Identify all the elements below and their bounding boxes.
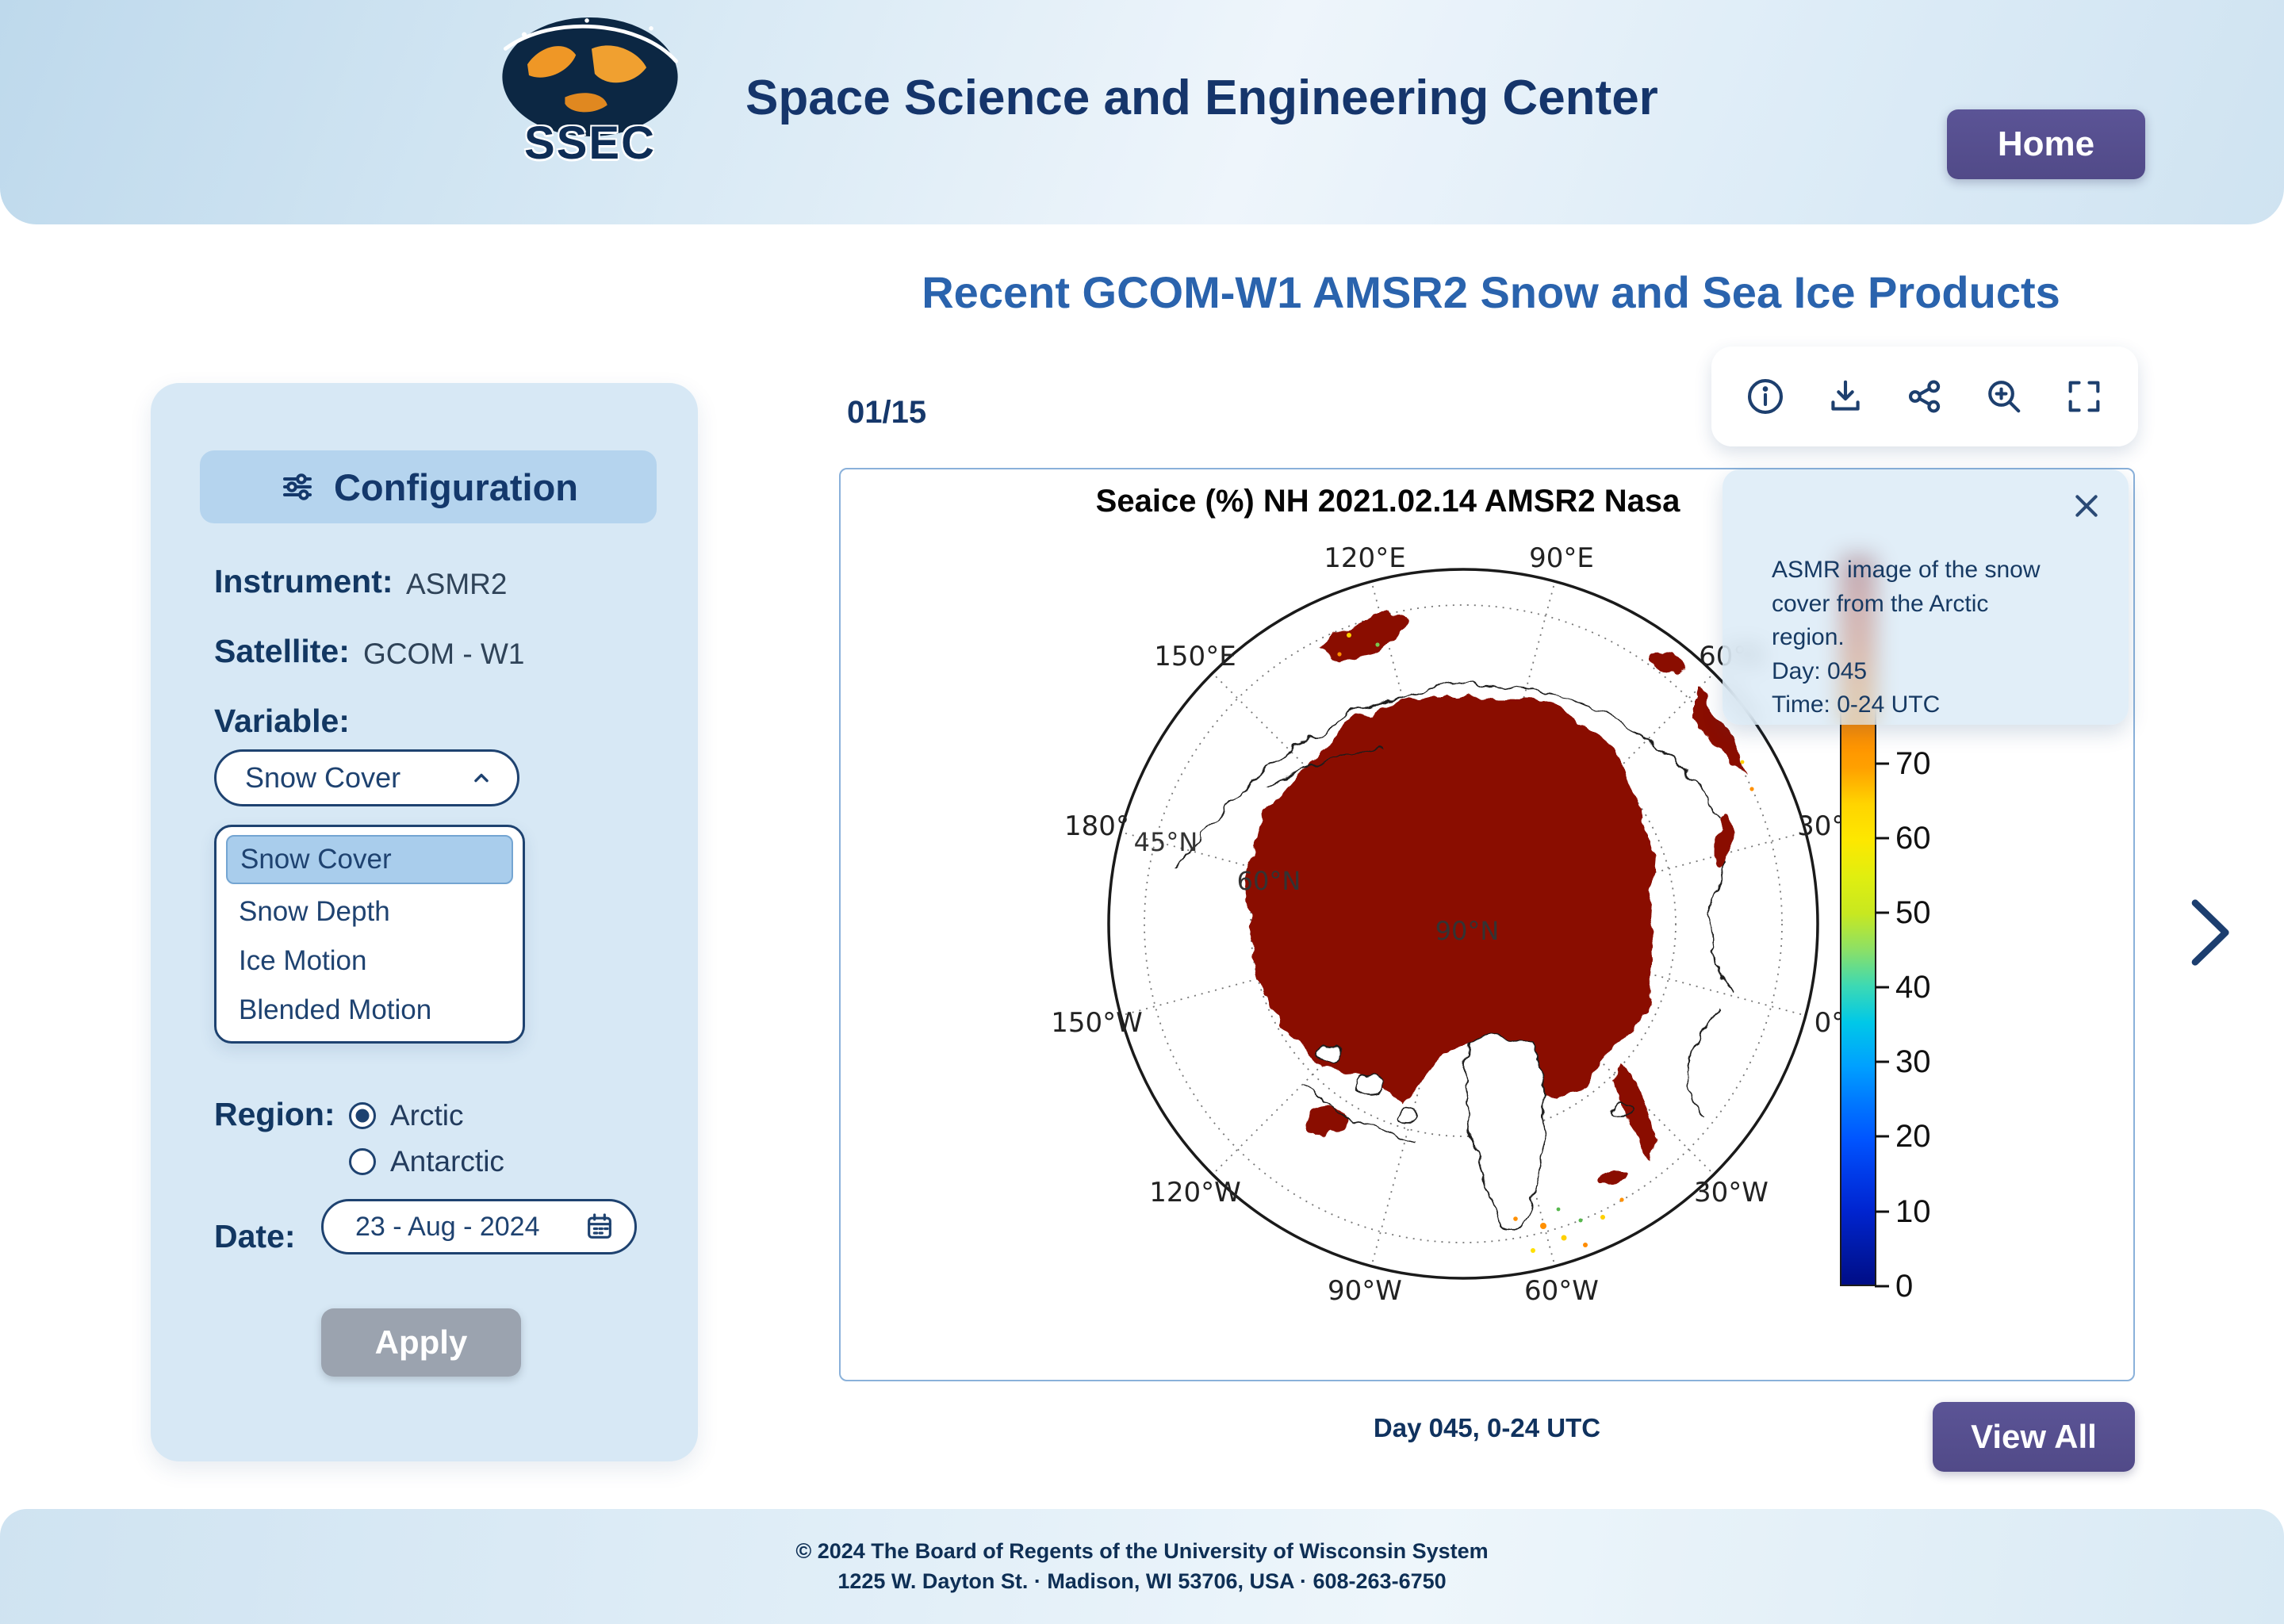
fullscreen-button[interactable]: [2059, 371, 2110, 422]
svg-text:30°W: 30°W: [1694, 1177, 1769, 1208]
svg-text:120°E: 120°E: [1324, 542, 1405, 574]
colorbar-tick: 30: [1895, 1041, 1967, 1082]
chevron-up-icon: [474, 773, 489, 783]
sliders-icon: [282, 473, 312, 500]
region-label: Region:: [214, 1096, 335, 1132]
date-input[interactable]: 23 - Aug - 2024: [321, 1199, 637, 1254]
download-button[interactable]: [1820, 371, 1871, 422]
calendar-icon[interactable]: [584, 1211, 615, 1243]
svg-text:150°E: 150°E: [1154, 641, 1236, 672]
header: SSEC Space Science and Engineering Cente…: [0, 0, 2284, 224]
variable-option-snow-cover[interactable]: Snow Cover: [226, 835, 513, 884]
apply-button[interactable]: Apply: [321, 1308, 521, 1377]
svg-text:120°W: 120°W: [1149, 1177, 1241, 1208]
svg-text:90°E: 90°E: [1529, 542, 1594, 574]
satellite-label: Satellite:: [214, 633, 350, 669]
next-image-button[interactable]: [2175, 894, 2243, 971]
logo-text: SSEC: [524, 117, 656, 169]
radio-antarctic-label[interactable]: Antarctic: [390, 1145, 504, 1178]
variable-selected-value: Snow Cover: [245, 761, 401, 794]
date-label: Date:: [214, 1218, 296, 1254]
sea-ice-map: 120°E 90°E 60°E 30°E 0° 30°W 60°W 90°W 1…: [1051, 542, 1862, 1307]
satellite-value: GCOM - W1: [363, 638, 525, 670]
colorbar-tick: 60: [1895, 818, 1967, 859]
colorbar-tick: 50: [1895, 892, 1967, 933]
variable-select[interactable]: Snow Cover: [214, 749, 519, 806]
colorbar-tick: 70: [1895, 743, 1967, 784]
fullscreen-icon: [2068, 381, 2100, 412]
svg-text:60°N: 60°N: [1237, 866, 1301, 896]
image-caption: Day 045, 0-24 UTC: [1373, 1413, 1601, 1442]
page-title: Recent GCOM-W1 AMSR2 Snow and Sea Ice Pr…: [922, 267, 2060, 317]
svg-text:90°N: 90°N: [1435, 916, 1500, 946]
home-button[interactable]: Home: [1947, 109, 2145, 179]
svg-text:45°N: 45°N: [1134, 827, 1198, 857]
svg-text:90°W: 90°W: [1328, 1275, 1402, 1307]
svg-text:150°W: 150°W: [1051, 1007, 1143, 1039]
colorbar-tick: 20: [1895, 1116, 1967, 1157]
footer-line1: © 2024 The Board of Regents of the Unive…: [795, 1539, 1489, 1563]
info-button[interactable]: [1740, 371, 1791, 422]
colorbar-tick: 0: [1895, 1266, 1967, 1307]
variable-option-blended-motion[interactable]: Blended Motion: [239, 994, 432, 1025]
svg-text:0°: 0°: [1815, 1007, 1845, 1039]
meridian-labels: 120°E 90°E 60°E 30°E 0° 30°W 60°W 90°W 1…: [1051, 542, 1862, 1307]
sea-ice-extent: [1247, 614, 1747, 1189]
parallel-labels: 45°N 60°N 90°N: [1134, 827, 1500, 946]
svg-text:180°: 180°: [1064, 810, 1129, 842]
close-icon: [2075, 494, 2098, 517]
info-icon: [1748, 379, 1784, 414]
download-icon: [1830, 380, 1860, 411]
variable-option-ice-motion[interactable]: Ice Motion: [239, 945, 367, 976]
coastlines: [1177, 684, 1735, 1231]
tooltip-day: Day: 045: [1772, 657, 1868, 684]
instrument-label: Instrument:: [214, 563, 393, 599]
configuration-header: Configuration: [200, 450, 657, 523]
footer-line2: 1225 W. Dayton St. · Madison, WI 53706, …: [837, 1569, 1447, 1593]
radio-arctic-label[interactable]: Arctic: [390, 1099, 464, 1132]
svg-text:60°W: 60°W: [1524, 1275, 1599, 1307]
instrument-value: ASMR2: [406, 568, 508, 600]
info-tooltip: ASMR image of the snow cover from the Ar…: [1723, 469, 2129, 725]
variable-option-snow-depth[interactable]: Snow Depth: [239, 896, 390, 927]
site-title: Space Science and Engineering Center: [745, 71, 1658, 125]
radio-antarctic[interactable]: [349, 1148, 376, 1175]
chevron-right-icon: [2191, 899, 2229, 966]
tooltip-description: ASMR image of the snow cover from the Ar…: [1772, 557, 2041, 651]
radio-arctic[interactable]: [349, 1102, 376, 1129]
colorbar-tick: 40: [1895, 967, 1967, 1008]
tooltip-time: Time: 0-24 UTC: [1772, 691, 1941, 718]
footer: © 2024 The Board of Regents of the Unive…: [0, 1509, 2284, 1624]
ssec-logo[interactable]: SSEC: [482, 14, 698, 203]
tooltip-text: ASMR image of the snow cover from the Ar…: [1772, 553, 2051, 722]
ice-speckles: [1337, 633, 1754, 1253]
close-button[interactable]: [2067, 487, 2106, 527]
zoom-in-icon: [1988, 381, 2021, 413]
globe-icon: [502, 17, 678, 137]
colorbar-tick: 10: [1895, 1191, 1967, 1232]
configuration-title: Configuration: [333, 465, 579, 508]
date-value: 23 - Aug - 2024: [355, 1211, 540, 1242]
image-counter: 01/15: [847, 395, 927, 430]
zoom-in-button[interactable]: [1979, 371, 2029, 422]
share-icon: [1908, 380, 1941, 413]
variable-label: Variable:: [214, 703, 350, 739]
map-title: Seaice (%) NH 2021.02.14 AMSR2 Nasa: [1095, 484, 1680, 519]
image-toolbar: [1711, 347, 2138, 446]
share-button[interactable]: [1899, 371, 1950, 422]
variable-options-list: Snow Cover Snow Depth Ice Motion Blended…: [214, 825, 525, 1044]
view-all-button[interactable]: View All: [1933, 1402, 2135, 1472]
